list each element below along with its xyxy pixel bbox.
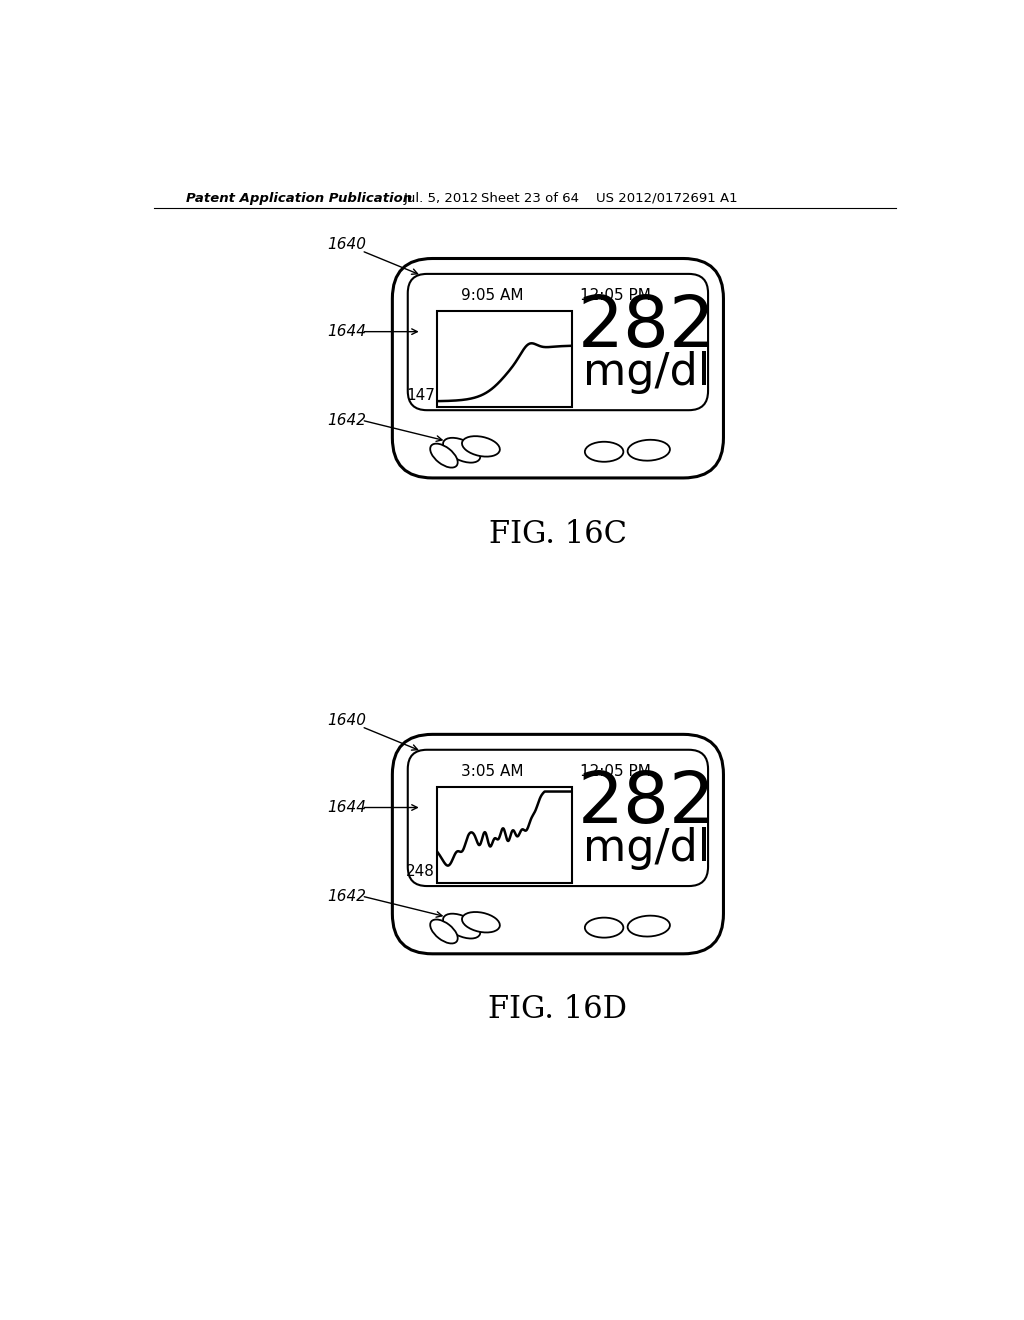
Ellipse shape	[628, 440, 670, 461]
Text: Patent Application Publication: Patent Application Publication	[186, 191, 412, 205]
Ellipse shape	[628, 916, 670, 936]
Ellipse shape	[585, 917, 624, 937]
Ellipse shape	[443, 438, 480, 462]
Text: 3:05 AM: 3:05 AM	[461, 764, 523, 779]
Text: Sheet 23 of 64: Sheet 23 of 64	[481, 191, 579, 205]
Ellipse shape	[462, 436, 500, 457]
Text: FIG. 16C: FIG. 16C	[488, 519, 627, 549]
Text: mg/dl: mg/dl	[583, 351, 710, 393]
Ellipse shape	[585, 442, 624, 462]
FancyBboxPatch shape	[408, 275, 708, 411]
Text: Jul. 5, 2012: Jul. 5, 2012	[403, 191, 479, 205]
Text: mg/dl: mg/dl	[583, 826, 710, 870]
Text: 1640: 1640	[327, 713, 366, 729]
Bar	[437, 787, 571, 883]
Text: 282: 282	[578, 770, 716, 838]
Text: US 2012/0172691 A1: US 2012/0172691 A1	[596, 191, 738, 205]
Ellipse shape	[430, 920, 458, 944]
FancyBboxPatch shape	[392, 259, 724, 478]
Bar	[437, 312, 571, 407]
Text: FIG. 16D: FIG. 16D	[488, 994, 628, 1024]
Text: 1644: 1644	[327, 325, 366, 339]
Text: 1642: 1642	[327, 888, 366, 904]
Text: 147: 147	[406, 388, 435, 403]
Text: 248: 248	[406, 863, 435, 879]
Text: 282: 282	[578, 293, 716, 362]
Text: 1640: 1640	[327, 238, 366, 252]
Text: 1644: 1644	[327, 800, 366, 814]
Ellipse shape	[443, 913, 480, 939]
Text: 12:05 PM: 12:05 PM	[581, 764, 651, 779]
Ellipse shape	[462, 912, 500, 932]
Text: 1642: 1642	[327, 413, 366, 428]
FancyBboxPatch shape	[392, 734, 724, 954]
Text: 9:05 AM: 9:05 AM	[461, 288, 523, 304]
FancyBboxPatch shape	[408, 750, 708, 886]
Text: 12:05 PM: 12:05 PM	[581, 288, 651, 304]
Ellipse shape	[430, 444, 458, 467]
